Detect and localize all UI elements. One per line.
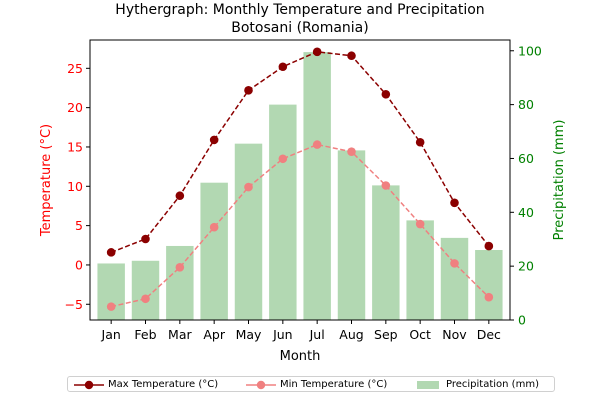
- max-temp-point: [209, 135, 219, 145]
- min-temp-point: [141, 294, 150, 304]
- max-temp-point: [484, 241, 494, 251]
- left-tick-label: −5: [65, 297, 83, 312]
- min-temp-point: [106, 302, 116, 311]
- max-temp-point: [381, 89, 391, 99]
- max-temp-point: [450, 198, 459, 208]
- precipitation-bar: [97, 263, 125, 320]
- right-tick-label: 40: [518, 205, 534, 220]
- max-temp-point: [347, 51, 356, 61]
- precipitation-bar: [200, 182, 228, 320]
- precipitation-bar: [440, 237, 469, 320]
- x-tick-label: Apr: [203, 327, 225, 342]
- right-axis-ticks: 0 20 40 60 80 100: [510, 43, 542, 328]
- left-tick-label: 15: [67, 139, 83, 154]
- right-axis-label: Precipitation (mm): [552, 120, 567, 241]
- right-tick-label: 20: [518, 259, 534, 274]
- min-temp-point: [347, 147, 356, 156]
- x-tick-label: Dec: [477, 327, 501, 342]
- legend-swatch-min-temp: [246, 380, 276, 390]
- legend-swatch-max-temp: [74, 380, 104, 390]
- x-tick-label: Nov: [442, 327, 467, 342]
- min-temp-point: [244, 182, 253, 192]
- max-temp-point: [415, 137, 425, 147]
- right-tick-label: 60: [518, 151, 534, 166]
- right-tick-label: 100: [518, 43, 542, 58]
- min-temp-point: [278, 154, 288, 164]
- max-temp-line: [110, 51, 490, 254]
- x-tick-label: Jun: [272, 327, 293, 342]
- min-temp-point: [450, 259, 459, 268]
- left-tick-label: 0: [75, 257, 83, 272]
- left-tick-label: 25: [67, 61, 83, 76]
- precipitation-bar: [166, 245, 194, 320]
- x-tick-label: Oct: [409, 327, 431, 342]
- left-tick-label: 5: [75, 218, 83, 233]
- precipitation-bar: [406, 220, 434, 320]
- plot-frame: [89, 39, 511, 321]
- min-temp-point: [175, 263, 185, 272]
- chart-subtitle: Botosani (Romania): [231, 20, 368, 36]
- max-temp-point: [244, 86, 253, 95]
- x-tick-label: Mar: [168, 327, 192, 342]
- left-tick-label: 20: [67, 100, 83, 115]
- max-temp-point: [175, 191, 185, 201]
- min-temp-point: [312, 140, 322, 149]
- min-temp-point: [484, 292, 494, 302]
- min-temp-line: [110, 143, 490, 308]
- precipitation-bar: [303, 52, 331, 320]
- legend-label-min-temp: Min Temperature (°C): [280, 379, 388, 390]
- x-tick-label: Feb: [134, 327, 156, 342]
- x-tick-label: Jul: [309, 327, 325, 342]
- max-temp-point: [141, 234, 150, 244]
- precipitation-bar: [372, 185, 400, 320]
- legend-swatch-precipitation: [417, 381, 439, 389]
- temperature-lines: [106, 47, 494, 311]
- max-temp-point: [106, 248, 116, 257]
- precipitation-bar: [269, 104, 297, 320]
- left-axis-label: Temperature (°C): [39, 124, 54, 237]
- min-temp-point: [415, 219, 425, 229]
- x-tick-label: May: [236, 327, 262, 342]
- max-temp-point: [278, 62, 288, 72]
- x-axis-ticks: Jan Feb Mar Apr May Jun Jul Aug Sep Oct Nov Dec: [101, 320, 501, 342]
- legend-label-precipitation: Precipitation (mm): [446, 379, 539, 390]
- precipitation-bar: [234, 143, 263, 320]
- legend-label-max-temp: Max Temperature (°C): [108, 379, 219, 390]
- chart-title: Hythergraph: Monthly Temperature and Pre…: [115, 2, 484, 18]
- right-tick-label: 0: [518, 313, 526, 328]
- precipitation-bars: [97, 52, 503, 320]
- max-temp-point: [312, 47, 322, 57]
- precipitation-bar: [475, 250, 503, 320]
- left-axis-ticks: −5 0 5 10 15 20 25: [65, 61, 90, 312]
- x-tick-label: Jan: [101, 327, 121, 342]
- x-tick-label: Aug: [339, 327, 363, 342]
- min-temp-point: [381, 181, 391, 190]
- min-temp-point: [209, 222, 219, 232]
- legend: Max Temperature (°C) Min Temperature (°C…: [67, 376, 555, 392]
- left-tick-label: 10: [67, 179, 83, 194]
- x-tick-label: Sep: [374, 327, 398, 342]
- x-axis-label: Month: [280, 349, 321, 364]
- precipitation-bar: [337, 150, 366, 320]
- right-tick-label: 80: [518, 97, 534, 112]
